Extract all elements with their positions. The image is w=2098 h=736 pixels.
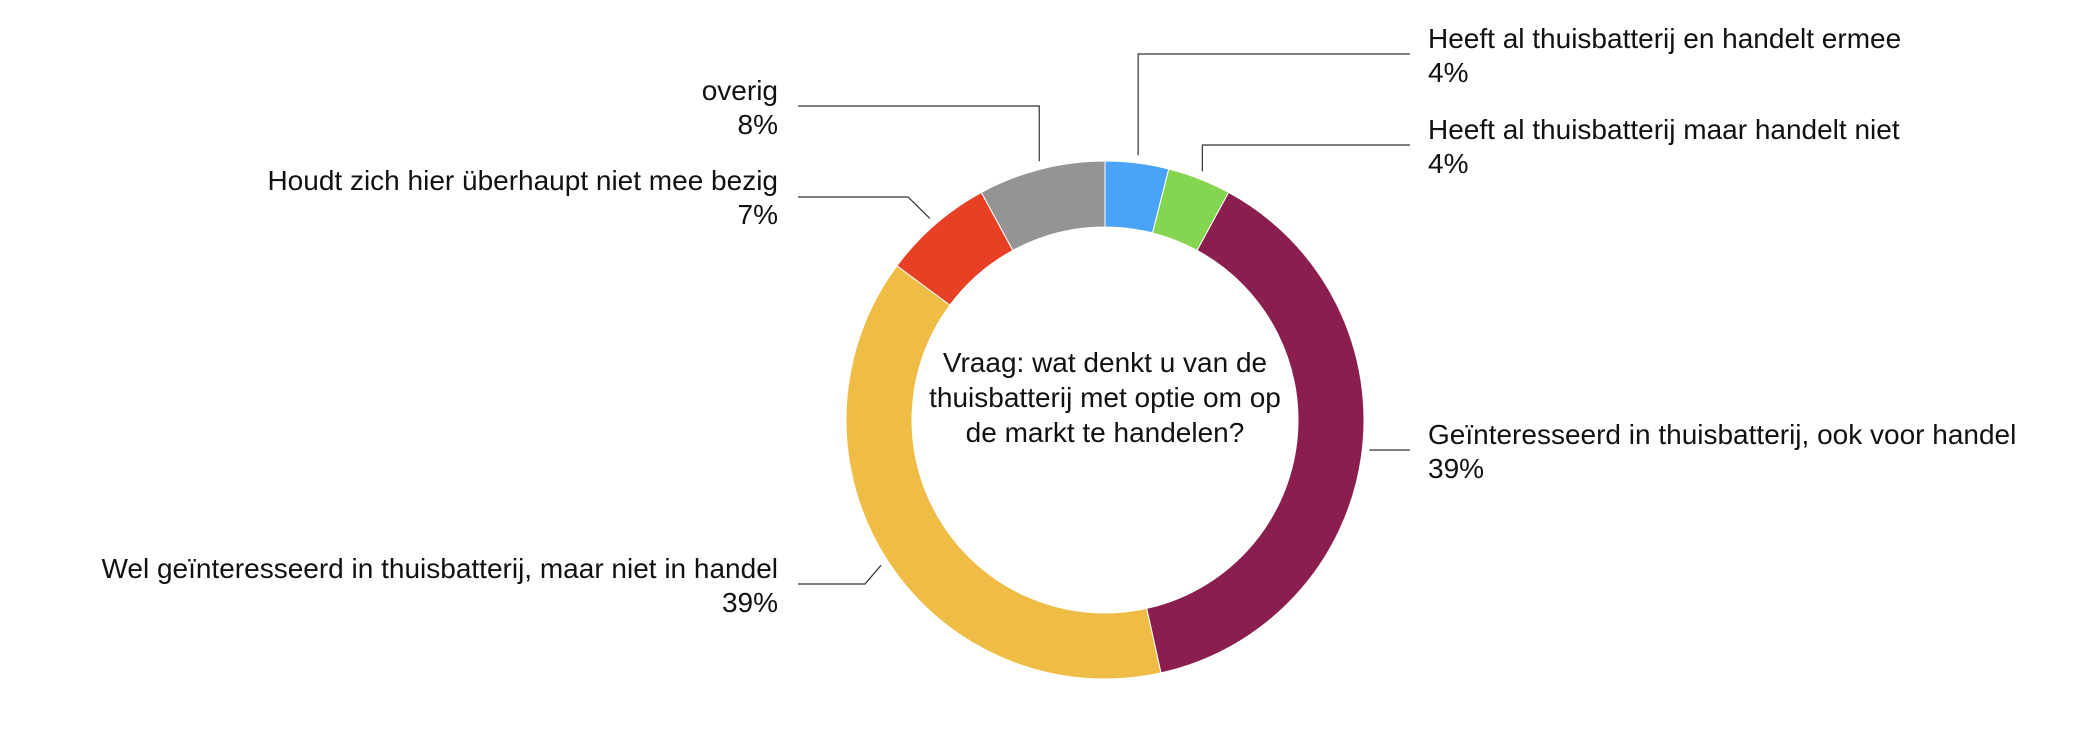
slice-label-0: Heeft al thuisbatterij en handelt ermee: [1428, 23, 1901, 54]
leader-line-1: [1201, 144, 1410, 172]
donut-slice-5: [980, 160, 1106, 252]
leader-line-5: [798, 105, 1040, 162]
slice-value-0: 4%: [1428, 57, 1468, 88]
donut-slice-2: [1146, 191, 1365, 674]
leader-line-3: [798, 564, 882, 585]
slice-value-4: 7%: [738, 199, 778, 230]
donut-slice-3: [845, 265, 1162, 680]
donut-slices: [845, 160, 1365, 680]
slice-label-5: overig: [702, 75, 778, 106]
slice-label-2: Geïnteresseerd in thuisbatterij, ook voo…: [1428, 419, 2016, 450]
slice-value-1: 4%: [1428, 148, 1468, 179]
leader-line-0: [1137, 53, 1410, 156]
slice-value-3: 39%: [722, 587, 778, 618]
slice-label-1: Heeft al thuisbatterij maar handelt niet: [1428, 114, 1900, 145]
slice-label-4: Houdt zich hier überhaupt niet mee bezig: [267, 165, 778, 196]
center-question: Vraag: wat denkt u van de thuisbatterij …: [929, 347, 1281, 448]
leader-lines: [798, 53, 1410, 585]
slice-value-5: 8%: [738, 109, 778, 140]
slice-value-2: 39%: [1428, 453, 1484, 484]
leader-line-4: [798, 196, 931, 219]
slice-label-3: Wel geïnteresseerd in thuisbatterij, maa…: [101, 553, 778, 584]
